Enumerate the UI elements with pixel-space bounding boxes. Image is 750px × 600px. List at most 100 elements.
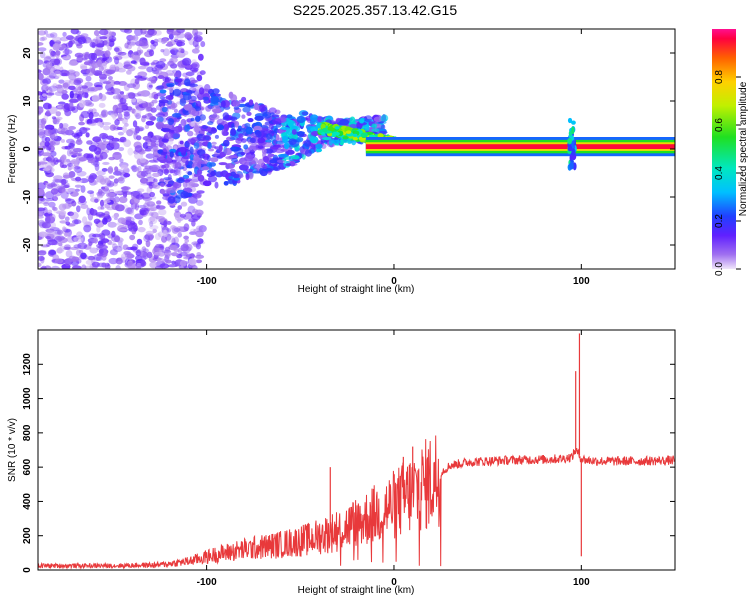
spectrogram-cell xyxy=(90,38,99,46)
spectrogram-cell xyxy=(58,203,67,211)
spectrogram-cell xyxy=(77,242,88,250)
spectrogram-cell xyxy=(76,205,81,213)
spectrogram-cell xyxy=(184,124,191,132)
spectrogram-cell xyxy=(142,196,153,201)
spectrogram-cell xyxy=(64,244,71,250)
spectrogram-cell xyxy=(283,142,290,150)
y-tick-label: 1200 xyxy=(22,353,33,376)
spectrogram-cell xyxy=(132,190,143,199)
spectrogram-cell xyxy=(287,119,294,128)
spectrogram-cell xyxy=(169,169,176,174)
spectrogram-cell xyxy=(38,72,44,81)
spectrogram-cell xyxy=(82,127,91,131)
spectrogram-cell xyxy=(171,260,176,265)
spectrogram-cell xyxy=(118,196,128,204)
spectrogram-cell xyxy=(104,50,111,58)
spectrogram-cell xyxy=(137,91,146,97)
spectrogram-cell xyxy=(96,253,104,257)
spectrogram-cell xyxy=(153,178,158,183)
spectrogram-cell xyxy=(115,257,123,265)
spectrogram-cell xyxy=(160,152,168,156)
spectrogram-cell xyxy=(142,102,152,109)
spectrogram-cell xyxy=(120,186,131,191)
spectrogram-cell xyxy=(43,114,48,122)
spectrogram-cell xyxy=(38,30,47,36)
spectrogram-cell xyxy=(221,128,227,136)
spectrogram-cell xyxy=(107,166,114,174)
spectrogram-cell xyxy=(104,211,110,216)
spectrogram-cell xyxy=(121,185,129,194)
spectrogram-cell xyxy=(38,212,42,217)
spectrogram-cell xyxy=(196,169,203,175)
spectrogram-cell xyxy=(191,59,197,65)
spectrogram-cell xyxy=(93,218,101,224)
spectrogram-cell xyxy=(112,245,123,252)
spectrogram-cell xyxy=(116,126,124,131)
spectrogram-cell xyxy=(60,155,67,164)
x-tick-label: 100 xyxy=(573,276,590,287)
spectrogram-cell xyxy=(223,180,229,186)
spectrogram-cell xyxy=(167,264,178,268)
spectrogram-cell xyxy=(124,42,129,49)
spectrogram-cell xyxy=(132,120,138,128)
spectrogram-cell xyxy=(179,98,187,106)
spectrogram-cell xyxy=(72,265,82,269)
spectrogram-cell xyxy=(232,173,240,179)
spectrogram-cell xyxy=(570,148,576,156)
spectrogram-cell xyxy=(115,265,121,269)
spectrogram-cell xyxy=(371,128,380,133)
spectrogram-cell xyxy=(57,126,66,134)
spectrogram-cell xyxy=(101,121,112,126)
spectrogram-cell xyxy=(162,76,172,83)
spectrogram-cell xyxy=(181,88,187,93)
spectrogram-cell xyxy=(52,206,58,212)
spectrogram-cell xyxy=(53,209,62,214)
spectrogram-cell xyxy=(42,82,49,90)
spectrogram-cell xyxy=(62,31,67,37)
spectrogram-cell xyxy=(131,166,140,172)
spectrogram-cell xyxy=(61,226,67,232)
spectrogram-cell xyxy=(64,79,72,84)
spectrogram-cell xyxy=(53,69,62,75)
spectrogram-cell xyxy=(172,112,182,118)
spectrogram-cell xyxy=(41,152,52,157)
spectrogram-cell xyxy=(137,165,142,173)
spectrogram-cell xyxy=(102,161,110,166)
spectrogram-cell xyxy=(141,246,147,253)
spectrogram-cell xyxy=(207,121,214,126)
y-tick-label: 0 xyxy=(22,146,33,152)
spectrogram-cell xyxy=(50,150,57,157)
spectrogram-cell xyxy=(214,181,219,189)
spectrogram-cell xyxy=(38,210,45,217)
spectrogram-cell xyxy=(81,216,88,224)
spectrogram-cell xyxy=(137,65,147,70)
spectrogram-cell xyxy=(155,205,166,210)
spectrogram-cell xyxy=(96,225,101,233)
spectrogram-cell xyxy=(196,194,202,199)
spectrogram-cell xyxy=(163,168,169,175)
spectrogram-cell xyxy=(334,126,340,130)
y-tick-label: 400 xyxy=(22,493,33,510)
spectrogram-cell xyxy=(112,95,119,100)
spectrogram-cell xyxy=(146,82,153,90)
spectrogram-cell xyxy=(257,145,264,149)
spectrogram-cell xyxy=(322,127,328,133)
spectrogram-cell xyxy=(107,167,114,173)
spectrogram-cell xyxy=(87,87,95,92)
spectrogram-cell xyxy=(120,171,129,179)
spectrogram-cell xyxy=(202,96,209,101)
spectrogram-cell xyxy=(68,102,74,110)
spectrogram-cell xyxy=(225,163,236,169)
spectrogram-cell xyxy=(54,118,61,123)
spectrogram-cell xyxy=(115,49,123,55)
spectrogram-cell xyxy=(83,53,90,60)
spectrogram-cell xyxy=(173,72,179,79)
spectrogram-cell xyxy=(170,102,178,109)
spectrogram-cell xyxy=(38,256,45,262)
spectrogram-cell xyxy=(136,262,142,267)
spectrogram-cell xyxy=(139,39,149,46)
spectrogram-cell xyxy=(193,142,200,149)
spectrogram-cell xyxy=(127,223,134,230)
spectrogram-cell xyxy=(134,78,140,85)
